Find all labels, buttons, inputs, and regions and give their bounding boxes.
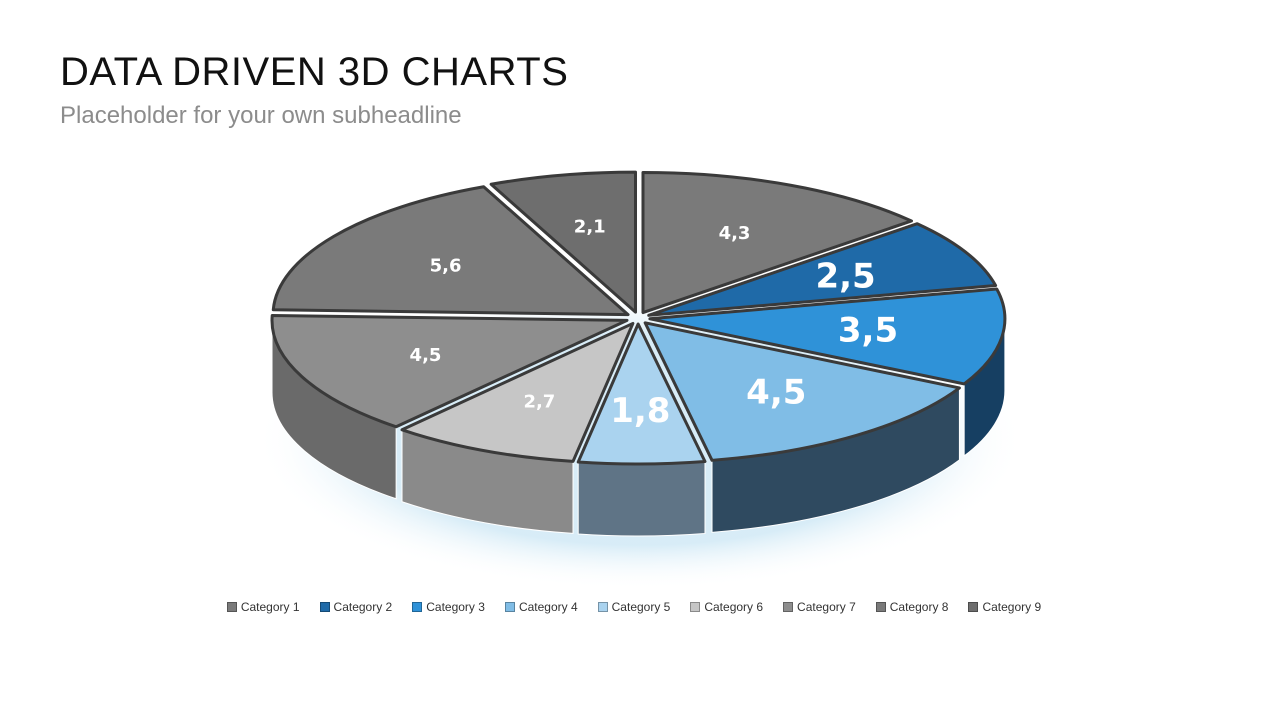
legend-swatch-3	[412, 602, 423, 612]
data-label-8: 5,6	[430, 256, 462, 277]
legend-label-1: Category 1	[240, 600, 300, 614]
legend-item-4: Category 4	[504, 600, 578, 614]
data-label-6: 2,7	[523, 392, 555, 413]
legend-swatch-9	[968, 602, 979, 612]
slice-2	[647, 222, 998, 317]
slice-6	[400, 321, 635, 463]
legend-item-7: Category 7	[783, 600, 856, 614]
data-label-7: 4,5	[410, 345, 442, 366]
slice-7	[270, 314, 629, 429]
slice-9	[489, 170, 638, 314]
legend-label-2: Category 2	[333, 600, 393, 614]
legend-swatch-4	[504, 602, 515, 612]
legend-label-8: Category 8	[889, 600, 949, 614]
legend-swatch-8	[875, 602, 886, 612]
legend-label-4: Category 4	[518, 600, 578, 614]
chart-legend: Category 1 Category 2 Category 3 Category 4…	[0, 600, 1268, 614]
data-label-9: 2,1	[574, 217, 606, 238]
legend-item-1: Category 1	[226, 600, 300, 614]
legend-item-5: Category 5	[597, 600, 671, 614]
legend-swatch-1	[226, 602, 237, 612]
data-label-1: 4,3	[719, 223, 751, 244]
slide-subtitle: Placeholder for your own subheadline	[60, 102, 462, 129]
slice-3	[648, 287, 1007, 386]
data-label-3: 3,5	[838, 310, 898, 350]
data-label-2: 2,5	[815, 256, 875, 296]
legend-swatch-5	[597, 602, 608, 612]
slide-title: DATA DRIVEN 3D CHARTS	[60, 50, 569, 94]
legend-swatch-6	[690, 602, 701, 612]
slice-1	[641, 171, 913, 315]
slice-labels: 4,3 2,5 3,5 4,5 1,8 2,7 4,5 5,6 2,1	[410, 217, 899, 431]
legend-swatch-7	[783, 602, 794, 612]
data-label-5: 1,8	[610, 391, 670, 431]
legend-item-8: Category 8	[875, 600, 949, 614]
data-label-4: 4,5	[746, 373, 806, 413]
legend-label-9: Category 9	[982, 600, 1042, 614]
legend-swatch-2	[319, 602, 330, 612]
slice-tops	[270, 170, 1007, 466]
legend-label-7: Category 7	[797, 600, 856, 614]
legend-label-5: Category 5	[611, 600, 671, 614]
legend-label-6: Category 6	[704, 600, 764, 614]
legend-label-3: Category 3	[426, 600, 485, 614]
legend-item-6: Category 6	[690, 600, 763, 614]
slice-8	[271, 185, 630, 317]
legend-item-2: Category 2	[319, 600, 393, 614]
slice-side-5	[577, 460, 706, 537]
legend-item-9: Category 9	[968, 600, 1041, 614]
legend-item-3: Category 3	[412, 600, 485, 614]
slice-5	[576, 322, 707, 466]
slice-4	[643, 321, 961, 462]
